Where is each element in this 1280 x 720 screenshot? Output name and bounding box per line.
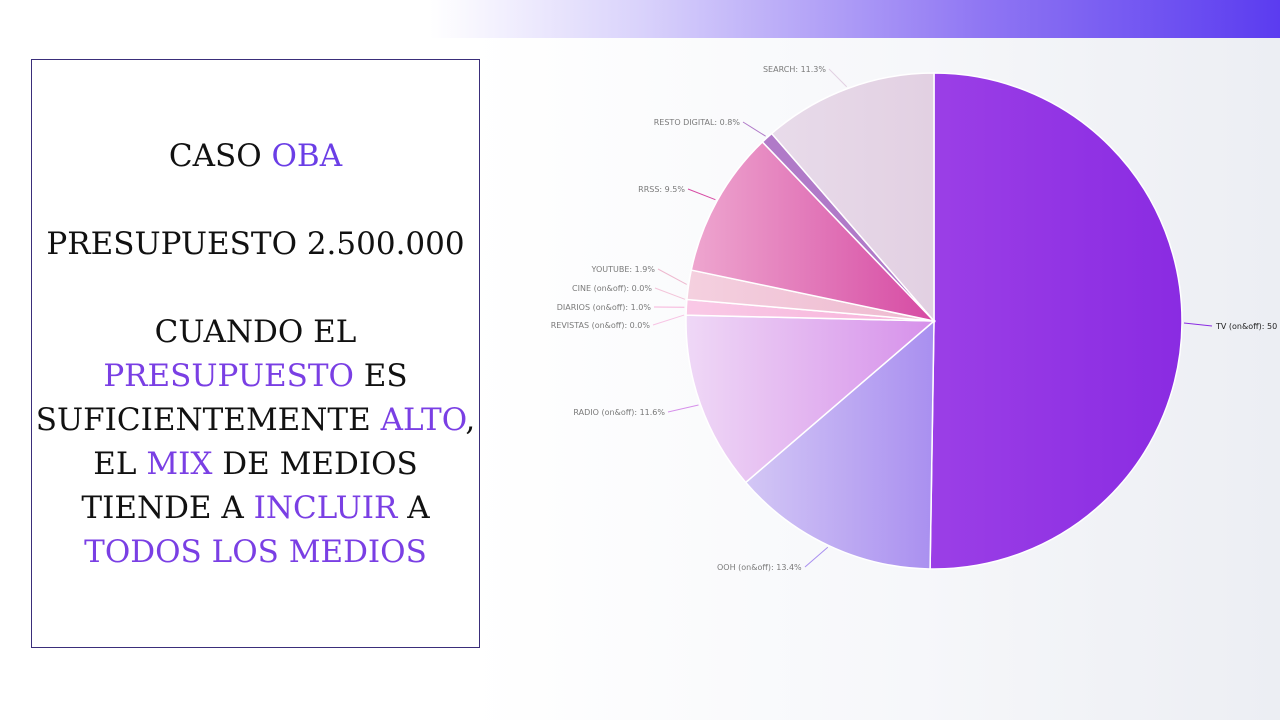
- statement-accent-word: MIX: [146, 445, 213, 482]
- pie-slice: [929, 72, 1183, 570]
- statement-text: ,: [465, 401, 476, 438]
- top-gradient-bar: [430, 0, 1280, 38]
- statement-line: EL MIX DE MEDIOS: [36, 442, 475, 486]
- statement-accent-word: INCLUIR: [253, 489, 398, 526]
- leader-line: [654, 287, 686, 300]
- statement-text: EL: [93, 445, 147, 482]
- case-name: OBA: [271, 137, 343, 174]
- leader-line: [804, 546, 829, 568]
- slice-label: CINE (on&off): 0.0%: [572, 284, 652, 293]
- statement-line: TIENDE A INCLUIR A: [36, 486, 475, 530]
- case-prefix: CASO: [168, 137, 262, 174]
- statement-paragraph: CUANDO EL PRESUPUESTO ES SUFICIENTEMENTE A…: [36, 310, 475, 574]
- statement-accent-word: TODOS LOS MEDIOS: [84, 533, 427, 570]
- pie-labels: TV (on&off): 50 OOH (on&off): 13.4% RADIO …: [551, 65, 1277, 572]
- slice-label: SEARCH: 11.3%: [763, 65, 826, 74]
- text-box: CASO OBA PRESUPUESTO 2.500.000 CUANDO EL…: [31, 59, 480, 648]
- slice-label: TV (on&off): 50: [1215, 322, 1277, 331]
- statement-line: CUANDO EL: [36, 310, 475, 354]
- slice-label: OOH (on&off): 13.4%: [717, 563, 802, 572]
- pie-slice: [744, 319, 935, 570]
- statement-accent-word: PRESUPUESTO: [103, 357, 354, 394]
- pie-slice: [685, 314, 936, 484]
- leader-line: [687, 188, 716, 201]
- pie-leader-lines: [652, 68, 1213, 568]
- leader-line: [828, 68, 848, 88]
- slice-label: RESTO DIGITAL: 0.8%: [654, 118, 741, 127]
- slice-label: RADIO (on&off): 11.6%: [573, 408, 665, 417]
- leader-line: [667, 404, 699, 413]
- pie-slices: [685, 72, 1183, 570]
- leader-line: [657, 268, 687, 285]
- statement-accent-word: ALTO: [380, 401, 466, 438]
- case-title: CASO OBA: [169, 134, 342, 178]
- slice-label: DIARIOS (on&off): 1.0%: [557, 303, 652, 312]
- statement-text: CUANDO EL: [154, 313, 357, 350]
- leader-line: [742, 121, 766, 137]
- budget-line: PRESUPUESTO 2.500.000: [46, 225, 465, 262]
- statement-text: ES: [353, 357, 408, 394]
- slice-label: YOUTUBE: 1.9%: [591, 265, 656, 274]
- statement-line: SUFICIENTEMENTE ALTO,: [36, 398, 475, 442]
- statement-text: DE MEDIOS: [212, 445, 418, 482]
- slice-label: REVISTAS (on&off): 0.0%: [551, 321, 651, 330]
- statement-line: PRESUPUESTO ES: [36, 354, 475, 398]
- leader-line: [1183, 322, 1213, 327]
- statement-line: TODOS LOS MEDIOS: [36, 530, 475, 574]
- statement-text: A: [397, 489, 430, 526]
- statement-text: TIENDE A: [81, 489, 254, 526]
- leader-line: [652, 314, 685, 326]
- pie-slice: [690, 140, 937, 323]
- pie-slice: [770, 72, 935, 324]
- statement-text: SUFICIENTEMENTE: [35, 401, 381, 438]
- slice-label: RRSS: 9.5%: [638, 185, 685, 194]
